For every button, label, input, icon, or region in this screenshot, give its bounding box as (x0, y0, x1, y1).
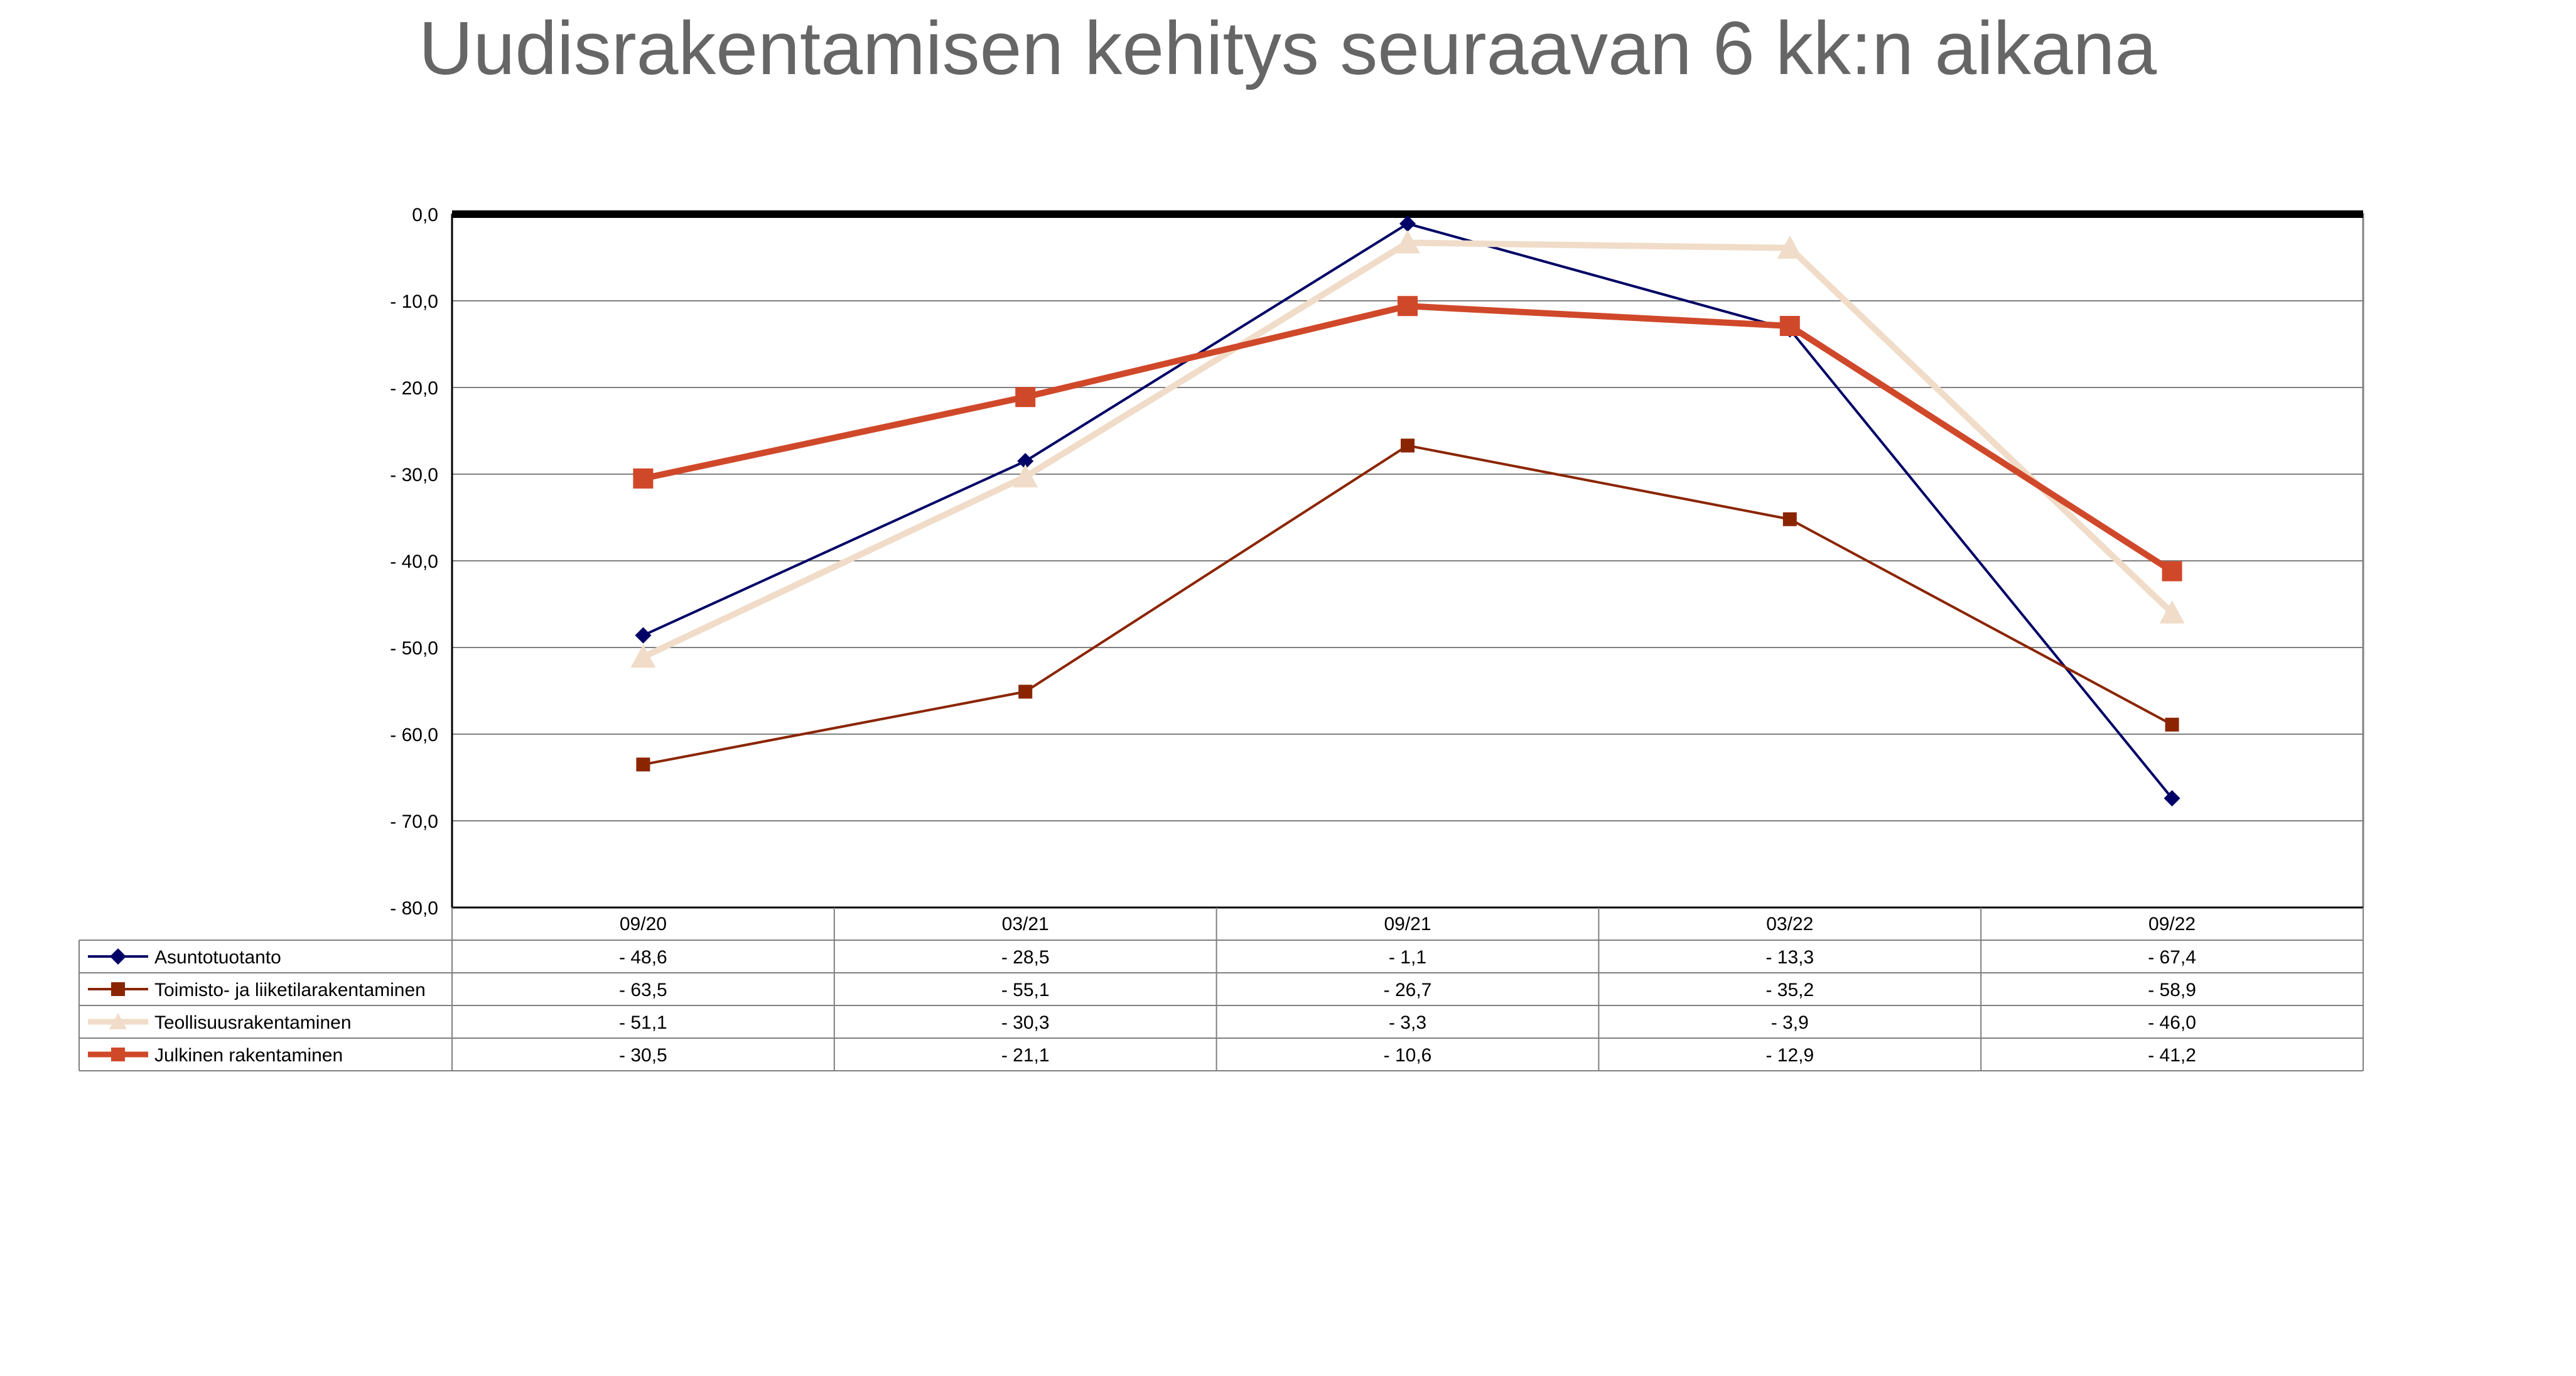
data-point (2159, 600, 2185, 624)
legend-label: Julkinen rakentaminen (154, 1045, 343, 1066)
table-value: - 48,6 (619, 947, 667, 968)
table-value: - 30,5 (619, 1045, 667, 1066)
data-point (1395, 230, 1420, 254)
data-point (1018, 685, 1033, 699)
y-tick-label: - 10,0 (390, 291, 438, 312)
chart-title: Uudisrakentamisen kehitys seuraavan 6 kk… (419, 6, 2157, 90)
y-tick-label: - 80,0 (390, 898, 438, 919)
table-value: - 12,9 (1765, 1045, 1814, 1066)
legend-label: Toimisto- ja liiketilarakentaminen (154, 980, 426, 1000)
y-tick-label: - 50,0 (390, 638, 438, 659)
table-value: - 55,1 (1001, 980, 1050, 1000)
y-tick-label: - 20,0 (390, 378, 438, 399)
x-category-label: 09/22 (2148, 914, 2196, 934)
data-point (1777, 235, 1803, 259)
data-point (1015, 387, 1036, 408)
data-point (1017, 453, 1034, 470)
legend-key (88, 1013, 148, 1029)
legend-key (88, 1048, 148, 1061)
data-point (1779, 316, 1800, 337)
y-tick-label: - 70,0 (390, 811, 438, 832)
data-point (633, 468, 654, 489)
table-value: - 30,3 (1001, 1012, 1050, 1033)
x-category-label: 09/21 (1384, 914, 1431, 934)
series (633, 296, 2182, 582)
table-value: - 28,5 (1001, 947, 1050, 968)
series (630, 230, 2185, 668)
table-value: - 21,1 (1001, 1045, 1050, 1066)
series-line (643, 444, 2173, 766)
table-value: - 13,3 (1765, 947, 1814, 968)
data-point (2165, 717, 2179, 732)
data-point (636, 757, 650, 772)
table-value: - 58,9 (2148, 980, 2196, 1000)
y-tick-label: - 30,0 (390, 465, 438, 485)
data-point (1782, 512, 1797, 526)
data-point (111, 1048, 125, 1061)
data-point (1401, 438, 1415, 453)
data-table: 09/20 03/21 09/21 03/22 09/22 Asuntotuotanto -… (78, 907, 2364, 1071)
series (635, 215, 2180, 807)
data-point (111, 982, 125, 996)
data-point (1013, 464, 1038, 488)
data-point (635, 627, 652, 644)
series (636, 438, 2179, 772)
legend-label: Asuntotuotanto (154, 947, 281, 968)
table-value: - 46,0 (2148, 1012, 2196, 1033)
x-category-label: 09/20 (620, 914, 667, 934)
table-value: - 3,3 (1389, 1012, 1426, 1033)
table-value: - 35,2 (1765, 980, 1814, 1000)
table-value: - 41,2 (2148, 1045, 2196, 1066)
table-value: - 67,4 (2148, 947, 2196, 968)
y-axis-ticks: 0,0 - 10,0 - 20,0 - 30,0 - 40,0 - 50,0 - 60,0 -… (390, 205, 438, 919)
data-point (630, 644, 656, 668)
data-point (1398, 296, 1418, 317)
gridlines (451, 210, 2364, 909)
data-point (2164, 790, 2180, 807)
data-point (110, 948, 126, 965)
y-tick-label: - 60,0 (390, 725, 438, 745)
table-value: - 1,1 (1389, 947, 1426, 968)
data-point (1399, 215, 1416, 232)
y-tick-label: - 40,0 (390, 551, 438, 572)
table-value: - 10,6 (1384, 1045, 1432, 1066)
x-category-label: 03/22 (1766, 914, 1813, 934)
legend-key (88, 982, 148, 996)
legend-label: Teollisuusrakentaminen (154, 1012, 352, 1033)
data-point (109, 1013, 127, 1029)
y-tick-label: 0,0 (412, 205, 438, 225)
series-lines (630, 215, 2185, 807)
table-value: - 63,5 (619, 980, 667, 1000)
table-value: - 3,9 (1771, 1012, 1809, 1033)
table-value: - 51,1 (619, 1012, 667, 1033)
data-point (2162, 561, 2182, 582)
legend-key (88, 948, 148, 965)
x-category-label: 03/21 (1002, 914, 1049, 934)
table-value: - 26,7 (1384, 980, 1432, 1000)
